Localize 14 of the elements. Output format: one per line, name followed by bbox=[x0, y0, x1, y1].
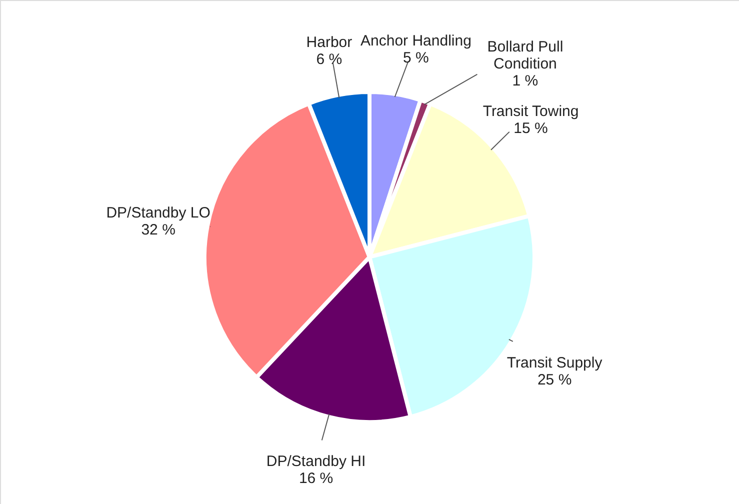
data-label: 15 % bbox=[514, 120, 548, 137]
slice-label: Transit Towing bbox=[482, 102, 579, 120]
slice-label: Anchor Handling bbox=[360, 32, 472, 50]
data-label: 32 % bbox=[141, 222, 176, 239]
slice-label: DP/Standby LO bbox=[106, 204, 210, 222]
data-label: 16 % bbox=[298, 470, 334, 488]
data-label: 5 % bbox=[403, 50, 429, 67]
slice-label: Harbor bbox=[306, 34, 352, 51]
slice-label: DP/Standby HI bbox=[266, 453, 366, 470]
data-label: 25 % bbox=[537, 371, 572, 388]
data-label: 1 % bbox=[512, 72, 538, 90]
slice-label: Transit Supply bbox=[506, 354, 603, 372]
data-label: 6 % bbox=[316, 50, 342, 68]
slice-label: Bollard Pull Condition bbox=[487, 38, 564, 73]
